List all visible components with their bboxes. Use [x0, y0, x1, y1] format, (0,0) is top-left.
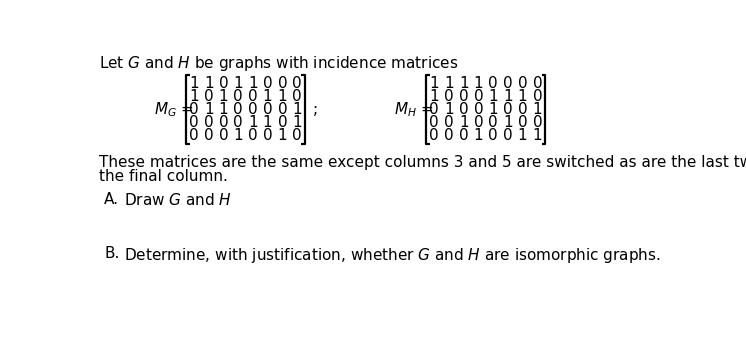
Text: 0: 0 [430, 102, 439, 117]
Text: 0: 0 [278, 102, 287, 117]
Text: 0: 0 [292, 89, 302, 104]
Text: 0: 0 [248, 102, 257, 117]
Text: 0: 0 [278, 115, 287, 130]
Text: 1: 1 [459, 115, 468, 130]
Text: 0: 0 [219, 128, 228, 143]
Text: 0: 0 [292, 76, 302, 90]
Text: 1: 1 [430, 89, 439, 104]
Text: 1: 1 [219, 89, 228, 104]
Text: 0: 0 [430, 115, 439, 130]
Text: 0: 0 [189, 115, 199, 130]
Text: $M_H$ =: $M_H$ = [394, 100, 433, 119]
Text: 1: 1 [204, 102, 213, 117]
Text: B.: B. [104, 246, 119, 261]
Text: 1: 1 [459, 76, 468, 90]
Text: 0: 0 [189, 128, 199, 143]
Text: 0: 0 [278, 76, 287, 90]
Text: 0: 0 [233, 102, 243, 117]
Text: Determine, with justification, whether $G$ and $H$ are isomorphic graphs.: Determine, with justification, whether $… [125, 246, 661, 265]
Text: 1: 1 [278, 128, 287, 143]
Text: 0: 0 [233, 115, 243, 130]
Text: 0: 0 [533, 115, 542, 130]
Text: 0: 0 [219, 115, 228, 130]
Text: 1: 1 [489, 102, 498, 117]
Text: 0: 0 [444, 128, 454, 143]
Text: 0: 0 [263, 128, 272, 143]
Text: 0: 0 [533, 76, 542, 90]
Text: These matrices are the same except columns 3 and 5 are switched as are the last : These matrices are the same except colum… [99, 155, 746, 170]
Text: 0: 0 [444, 89, 454, 104]
Text: 1: 1 [489, 89, 498, 104]
Text: 1: 1 [444, 102, 454, 117]
Text: 1: 1 [189, 76, 199, 90]
Text: 0: 0 [533, 89, 542, 104]
Text: 0: 0 [474, 102, 483, 117]
Text: 0: 0 [489, 128, 498, 143]
Text: 1: 1 [219, 102, 228, 117]
Text: 1: 1 [248, 115, 257, 130]
Text: 1: 1 [533, 128, 542, 143]
Text: 0: 0 [518, 102, 527, 117]
Text: 0: 0 [489, 115, 498, 130]
Text: 0: 0 [503, 76, 513, 90]
Text: 0: 0 [219, 76, 228, 90]
Text: 0: 0 [233, 89, 243, 104]
Text: Draw $G$ and $H$: Draw $G$ and $H$ [125, 192, 232, 208]
Text: the final column.: the final column. [99, 169, 228, 184]
Text: 1: 1 [474, 128, 483, 143]
Text: 1: 1 [503, 115, 513, 130]
Text: 0: 0 [204, 115, 213, 130]
Text: 0: 0 [459, 128, 468, 143]
Text: 0: 0 [489, 76, 498, 90]
Text: 0: 0 [459, 102, 468, 117]
Text: 1: 1 [533, 102, 542, 117]
Text: Let $G$ and $H$ be graphs with incidence matrices: Let $G$ and $H$ be graphs with incidence… [99, 54, 459, 73]
Text: 0: 0 [292, 128, 302, 143]
Text: 1: 1 [430, 76, 439, 90]
Text: 0: 0 [474, 89, 483, 104]
Text: 0: 0 [503, 128, 513, 143]
Text: 1: 1 [204, 76, 213, 90]
Text: 0: 0 [459, 89, 468, 104]
Text: 1: 1 [444, 76, 454, 90]
Text: 1: 1 [278, 89, 287, 104]
Text: 1: 1 [189, 89, 199, 104]
Text: 1: 1 [503, 89, 513, 104]
Text: $M_G$ =: $M_G$ = [154, 100, 193, 119]
Text: 0: 0 [248, 128, 257, 143]
Text: 1: 1 [292, 102, 302, 117]
Text: 0: 0 [204, 89, 213, 104]
Text: 0: 0 [474, 115, 483, 130]
Text: 1: 1 [292, 115, 302, 130]
Text: 1: 1 [474, 76, 483, 90]
Text: 0: 0 [204, 128, 213, 143]
Text: 0: 0 [263, 102, 272, 117]
Text: 1: 1 [263, 115, 272, 130]
Text: A.: A. [104, 192, 119, 207]
Text: 0: 0 [189, 102, 199, 117]
Text: 1: 1 [263, 89, 272, 104]
Text: 0: 0 [518, 76, 527, 90]
Text: 1: 1 [233, 76, 243, 90]
Text: 0: 0 [518, 115, 527, 130]
Text: 0: 0 [430, 128, 439, 143]
Text: 1: 1 [518, 89, 527, 104]
Text: 1: 1 [233, 128, 243, 143]
Text: 0: 0 [248, 89, 257, 104]
Text: 1: 1 [248, 76, 257, 90]
Text: 0: 0 [444, 115, 454, 130]
Text: 1: 1 [518, 128, 527, 143]
Text: 0: 0 [503, 102, 513, 117]
Text: ;: ; [313, 102, 318, 117]
Text: 0: 0 [263, 76, 272, 90]
